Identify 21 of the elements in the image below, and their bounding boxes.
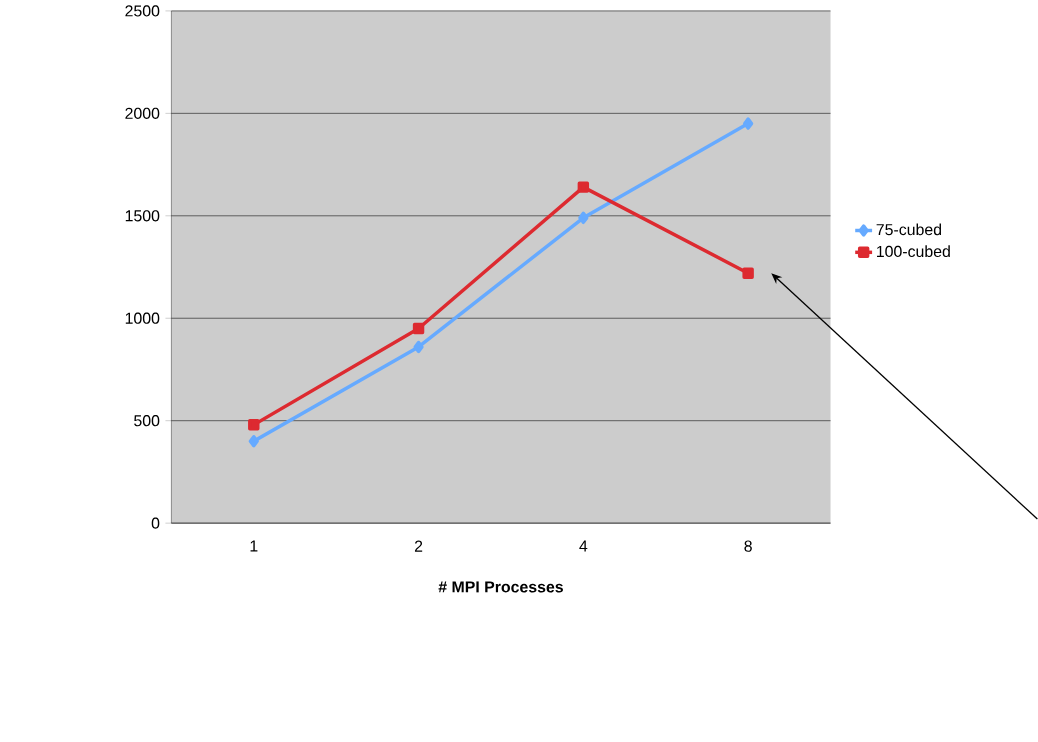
x-axis-title: # MPI Processes xyxy=(438,581,563,593)
y-tick-label: 500 xyxy=(134,414,160,427)
y-tick-label: 2500 xyxy=(125,5,160,17)
point xyxy=(577,181,590,193)
x-tick-label: 2 xyxy=(414,540,423,552)
x-tick-label: 4 xyxy=(579,540,588,552)
point xyxy=(578,211,589,224)
y-tick-label: 1500 xyxy=(125,209,160,222)
x-tick-label: 8 xyxy=(744,540,752,552)
legend-label: 75-cubed xyxy=(876,223,942,236)
point xyxy=(742,267,754,279)
point xyxy=(412,322,425,335)
point xyxy=(743,117,754,130)
point xyxy=(248,434,259,448)
y-tick-label: 2000 xyxy=(125,107,160,119)
y-tick-label: 1000 xyxy=(125,312,160,324)
legend-label: 100-cubed xyxy=(877,245,950,257)
x-tick-label: 1 xyxy=(250,540,258,552)
point xyxy=(413,340,424,353)
point xyxy=(248,418,260,431)
y-tick-label: 0 xyxy=(151,517,160,529)
